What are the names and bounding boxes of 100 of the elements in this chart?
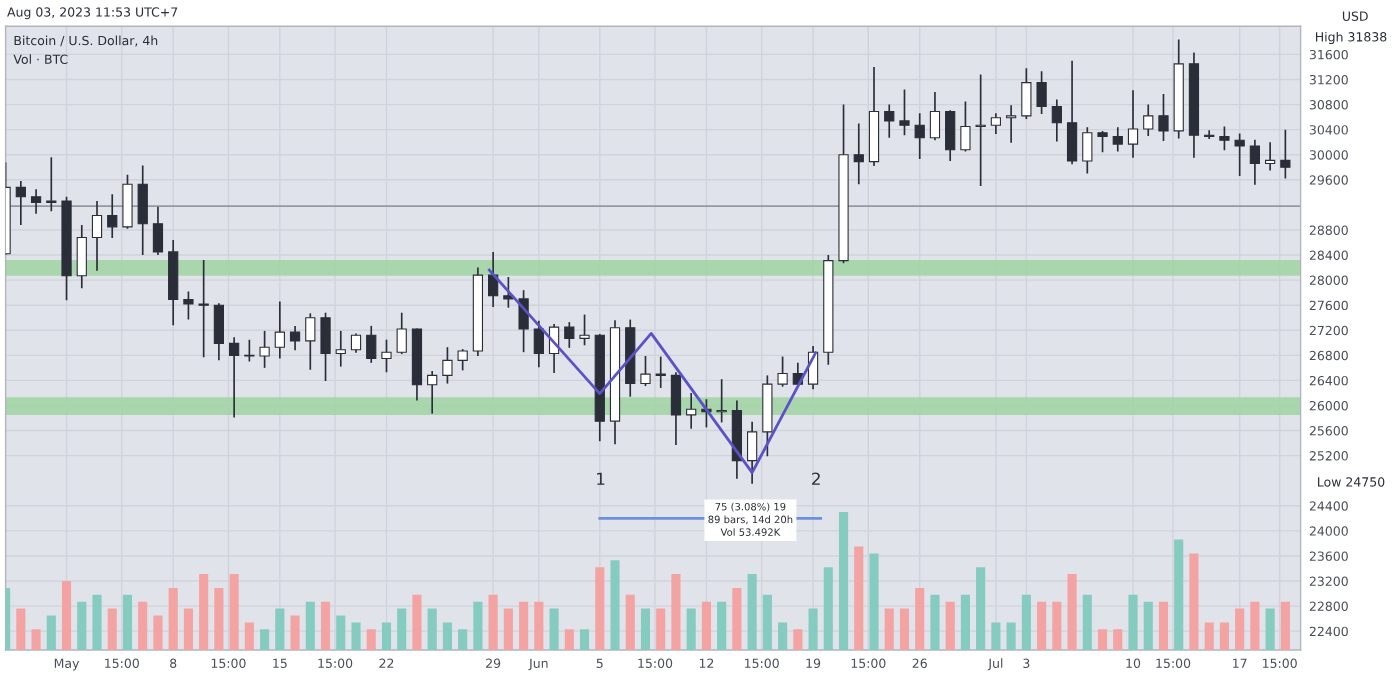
candlestick xyxy=(1234,132,1245,177)
candlestick xyxy=(1036,70,1047,115)
bar xyxy=(899,608,910,650)
candlestick xyxy=(1265,141,1276,172)
bar xyxy=(214,587,224,650)
candlestick xyxy=(914,112,925,160)
bar xyxy=(869,553,879,650)
candlestick xyxy=(777,355,788,388)
bar xyxy=(153,615,163,650)
bar xyxy=(1021,594,1031,650)
bar xyxy=(31,629,41,650)
bar xyxy=(701,601,711,650)
candlestick xyxy=(975,73,986,187)
bar xyxy=(1265,608,1275,650)
bar xyxy=(960,594,970,650)
candlestick xyxy=(960,100,971,153)
bar xyxy=(549,608,559,650)
candlestick xyxy=(198,259,209,359)
bar xyxy=(991,622,1001,650)
candlestick xyxy=(762,374,773,458)
candlestick xyxy=(350,332,362,354)
candlestick xyxy=(990,112,1002,135)
candlestick xyxy=(1127,89,1139,159)
candlestick xyxy=(1249,138,1261,186)
bar xyxy=(625,594,635,650)
candlestick xyxy=(884,103,895,139)
candlestick xyxy=(899,88,910,137)
bar xyxy=(1204,622,1214,650)
bar xyxy=(1250,601,1260,650)
bar xyxy=(16,608,26,650)
candlestick xyxy=(274,300,285,360)
bar xyxy=(1006,622,1016,650)
bar xyxy=(1128,594,1138,650)
bar xyxy=(640,608,651,650)
candlestick xyxy=(259,330,270,369)
bar xyxy=(46,615,56,650)
bar xyxy=(838,511,849,650)
bar xyxy=(244,622,254,650)
bar xyxy=(1037,601,1047,650)
bar xyxy=(92,594,102,650)
candlestick xyxy=(15,180,26,226)
candlestick xyxy=(853,122,864,186)
candlestick xyxy=(381,338,392,374)
candlestick xyxy=(1021,67,1032,120)
bar xyxy=(366,629,376,650)
bar xyxy=(473,601,483,650)
bar xyxy=(351,622,361,650)
candlestick xyxy=(503,276,514,309)
bar xyxy=(412,594,422,650)
bar xyxy=(823,567,833,650)
candlestick xyxy=(305,312,316,371)
candlestick xyxy=(137,164,148,256)
candlestick xyxy=(168,239,179,327)
bar xyxy=(229,574,239,650)
candlestick xyxy=(152,205,164,256)
candlestick xyxy=(46,156,57,212)
candlestick xyxy=(1051,98,1062,143)
candlestick xyxy=(579,313,590,347)
bar xyxy=(427,608,437,650)
bar xyxy=(717,601,727,650)
bar xyxy=(138,601,148,650)
bar xyxy=(122,594,133,650)
annotation: 1 xyxy=(597,472,605,485)
bar xyxy=(1082,594,1092,650)
bar xyxy=(579,629,590,650)
bar xyxy=(930,594,940,650)
bar xyxy=(397,608,407,650)
bar xyxy=(275,608,285,650)
candlestick xyxy=(320,311,331,382)
bar xyxy=(107,608,117,650)
bar xyxy=(168,587,178,650)
bar xyxy=(1174,539,1184,650)
candlestick xyxy=(30,188,42,215)
candlestick xyxy=(1097,130,1108,154)
candlestick xyxy=(670,371,682,446)
bar xyxy=(290,615,300,650)
bar xyxy=(61,580,72,650)
candlestick xyxy=(1082,126,1093,175)
candlestick xyxy=(229,336,240,419)
candlestick xyxy=(244,338,255,363)
bar xyxy=(656,608,666,650)
candlestick xyxy=(929,91,941,142)
candlestick xyxy=(122,173,133,230)
bar xyxy=(183,608,193,650)
candlestick xyxy=(289,325,301,352)
candlestick xyxy=(533,320,544,369)
candlestick xyxy=(945,109,956,162)
candlestick xyxy=(183,290,194,321)
candlestick xyxy=(1280,128,1291,180)
bar xyxy=(808,608,818,650)
candlestick xyxy=(76,224,87,290)
candlestick xyxy=(655,355,666,389)
bar xyxy=(1113,629,1123,650)
bar xyxy=(260,629,270,650)
bar xyxy=(1158,601,1169,650)
candlestick xyxy=(91,200,103,272)
candlestick xyxy=(686,392,697,430)
bar xyxy=(778,622,788,650)
candlestick xyxy=(564,321,575,349)
bar xyxy=(336,615,346,650)
